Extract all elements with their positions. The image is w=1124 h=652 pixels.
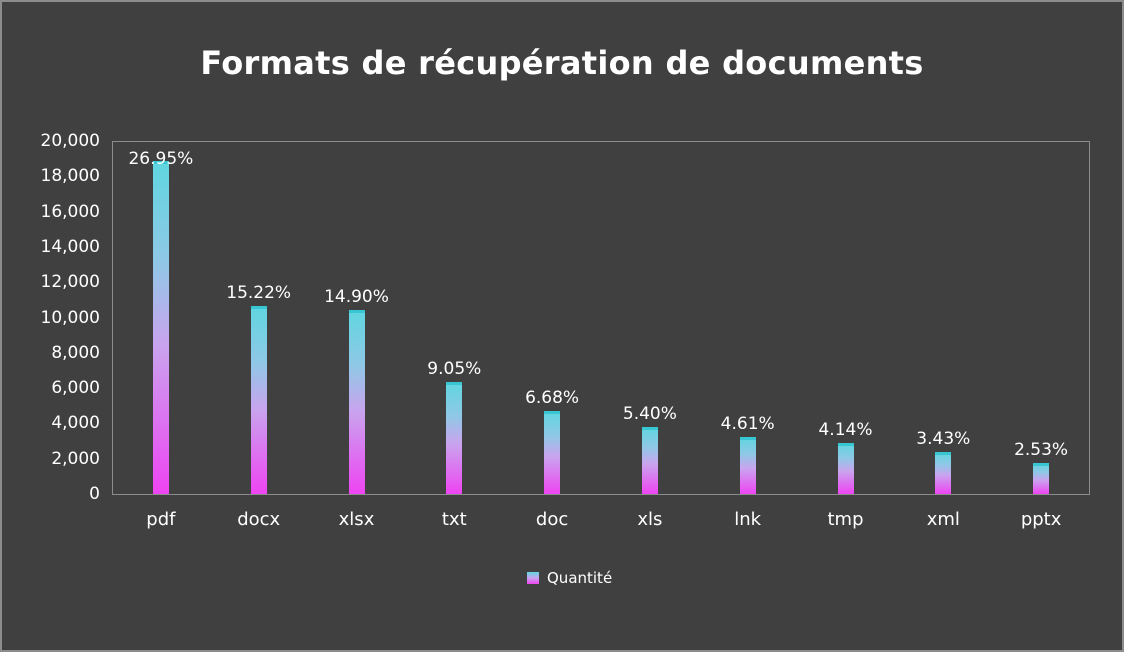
bar-tmp <box>837 442 854 494</box>
data-label: 14.90% <box>324 286 389 307</box>
bar-cap <box>837 442 854 446</box>
bar-docx <box>250 306 267 494</box>
bar-xlsx <box>348 309 365 494</box>
y-tick-label: 20,000 <box>40 131 100 151</box>
plot-area <box>112 141 1090 494</box>
data-label: 26.95% <box>128 148 194 169</box>
bar-lnk <box>739 436 756 494</box>
y-tick-label: 0 <box>89 484 100 504</box>
data-label: 4.61% <box>720 413 775 434</box>
y-tick-label: 10,000 <box>40 307 100 328</box>
x-tick-label: xls <box>637 509 663 530</box>
x-tick-label: pptx <box>1020 509 1062 530</box>
y-tick-label: 2,000 <box>51 448 100 469</box>
x-tick-label: tmp <box>827 509 864 530</box>
y-tick-label: 14,000 <box>40 236 100 257</box>
x-tick-label: xlsx <box>338 509 375 530</box>
y-tick-label: 8,000 <box>51 342 100 363</box>
bar-cap <box>348 309 365 313</box>
data-label: 6.68% <box>525 388 580 409</box>
legend-label: Quantité <box>547 569 613 587</box>
bar-cap <box>935 451 952 455</box>
bar-cap <box>544 411 561 415</box>
x-tick-label: xml <box>926 509 960 530</box>
y-tick-label: 18,000 <box>40 166 100 187</box>
bar-cap <box>446 382 463 386</box>
bar-cap <box>641 427 658 431</box>
bar-cap <box>250 306 267 310</box>
x-tick-label: docx <box>237 509 281 530</box>
bar-doc <box>544 411 561 494</box>
data-label: 9.05% <box>427 359 482 380</box>
y-tick-label: 6,000 <box>51 378 100 399</box>
bar-cap <box>152 160 169 164</box>
data-label: 3.43% <box>916 428 971 449</box>
y-tick-label: 12,000 <box>40 272 100 293</box>
bar-xml <box>935 451 952 494</box>
data-label: 2.53% <box>1014 439 1069 460</box>
y-tick-label: 16,000 <box>40 201 100 222</box>
legend-swatch-icon <box>527 572 539 584</box>
data-label: 5.40% <box>622 404 677 425</box>
bar-cap <box>1033 462 1050 466</box>
bar-txt <box>446 382 463 494</box>
x-tick-label: lnk <box>734 509 762 530</box>
x-tick-label: doc <box>535 509 569 530</box>
bar-xls <box>641 427 658 494</box>
x-axis-line <box>112 494 1090 495</box>
bar-pptx <box>1033 462 1050 494</box>
x-tick-label: txt <box>441 509 467 530</box>
bar-pdf <box>152 160 169 494</box>
legend: Quantité <box>527 569 612 587</box>
x-tick-label: pdf <box>146 509 176 530</box>
data-label: 4.14% <box>818 419 873 440</box>
data-label: 15.22% <box>226 283 292 304</box>
chart-title: Formats de récupération de documents <box>200 44 924 82</box>
y-tick-label: 4,000 <box>51 413 100 434</box>
bar-cap <box>739 436 756 440</box>
